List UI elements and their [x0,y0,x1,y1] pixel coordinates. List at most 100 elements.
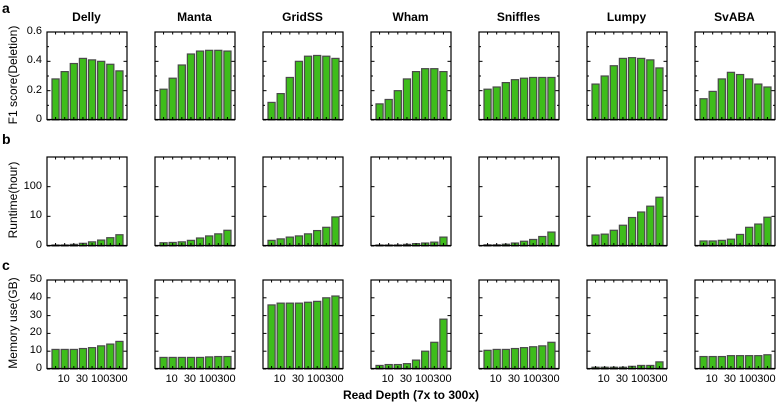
bar [78,347,87,370]
column-title-gridss: GridSS [282,10,323,24]
bar [492,85,501,121]
bar [726,71,735,121]
bar [590,82,600,121]
bar [330,57,340,121]
y-tick-label: 10 [29,344,42,357]
y-tick-label: 0 [35,362,42,374]
bar [708,90,717,121]
bar [312,300,321,370]
y-tick-label: 0.4 [26,54,42,67]
panel-gridss-c [261,278,344,370]
x-tick-label: 100 [307,373,326,385]
x-tick-label: 100 [739,373,758,385]
panel-delly-c [45,278,128,370]
x-tick-label: 100 [199,373,218,385]
bar [321,55,330,121]
x-tick-label: 10 [705,373,718,385]
panel-label-a: a [2,0,10,16]
bar [158,88,168,121]
x-tick-label: 30 [291,373,305,385]
bar [168,77,177,121]
x-tick-label: 30 [723,373,737,385]
bar [519,346,528,370]
x-tick-label: 30 [507,373,521,385]
bar [528,76,537,121]
bar [546,76,556,121]
bar [762,216,772,247]
x-tick-label: 100 [91,373,110,385]
x-tick-label: 30 [183,373,197,385]
bar [276,302,285,370]
bar [600,74,609,121]
panel-gridss-b [261,155,344,247]
panel-svaba-c [693,278,776,370]
bar [321,296,330,370]
bar [87,58,96,121]
bar [429,341,438,370]
y-tick-label: 0 [35,239,42,251]
bar [402,77,411,121]
panel-label-c: c [2,257,10,273]
x-tick-label: 300 [757,373,776,385]
bar [204,49,213,121]
bar [114,340,124,370]
bar [294,60,303,121]
y-tick-label: 0.6 [26,25,42,37]
bar [735,73,744,121]
bar [105,342,114,370]
panel-svaba-b [693,155,776,247]
x-tick-label: 100 [631,373,650,385]
bar [609,64,618,121]
axis-box [261,155,344,246]
bar [645,205,654,247]
x-tick-label: 30 [615,373,629,385]
x-tick-label: 10 [381,373,394,385]
x-tick-label: 300 [109,373,128,385]
bar [654,66,664,121]
y-tick-label: 0.2 [26,83,42,96]
axis-box [261,278,344,369]
panel-lumpy-c [585,278,668,370]
panel-lumpy-b [585,155,668,247]
bar [393,89,402,121]
column-title-delly: Delly [72,10,101,24]
bar [114,69,124,121]
x-tick-label: 30 [399,373,413,385]
bar [510,78,519,121]
bar [177,63,186,121]
column-title-manta: Manta [177,10,212,24]
x-tick-label: 300 [649,373,668,385]
x-tick-label: 300 [433,373,452,385]
panel-delly-a [45,30,128,121]
y-tick-label: 10 [29,209,42,222]
bar [312,54,321,121]
bar [537,344,546,370]
bar [627,56,636,121]
x-tick-label: 10 [273,373,286,385]
column-title-sniffles: Sniffles [496,10,541,24]
bar [330,294,340,370]
bar [627,216,636,247]
bar [87,346,96,370]
panel-sniffles-a [477,30,560,121]
x-tick-label: 100 [415,373,434,385]
panel-gridss-a [261,30,344,121]
panel-wham-b [369,155,452,247]
panel-manta-b [153,155,236,247]
axis-box [45,155,128,246]
bar [636,210,645,247]
bar [330,215,340,247]
bar [303,301,312,370]
panel-svaba-a [693,30,776,121]
axis-box [477,278,560,369]
bar [510,347,519,370]
y-tick-label: 20 [29,326,42,339]
y-axis-label-memory: Memory use(GB) [6,277,20,369]
panel-sniffles-c [477,278,560,370]
bar [411,70,420,121]
x-tick-label: 300 [217,373,236,385]
column-title-lumpy: Lumpy [606,10,647,24]
axis-box [369,155,452,246]
bar [50,77,60,121]
bar [762,85,772,121]
